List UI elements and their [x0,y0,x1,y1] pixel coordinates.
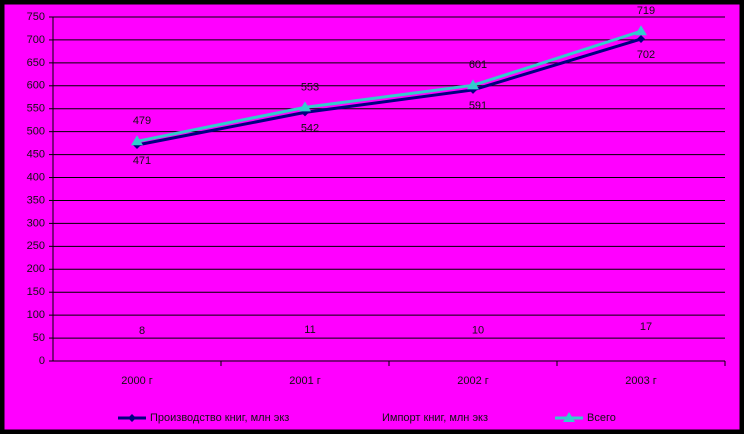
x-tick-label: 2003 г [625,375,657,387]
data-label: 601 [469,59,487,71]
data-label: 10 [472,324,484,336]
legend-label: Импорт книг, млн экз [382,412,488,424]
line-series [136,29,642,143]
point [467,79,479,90]
legend-marker [563,412,575,422]
line-series [136,351,642,359]
y-tick-label: 400 [27,171,45,183]
data-label: 471 [133,155,151,167]
data-label: 8 [139,325,145,337]
y-tick-label: 550 [27,103,45,115]
y-tick-label: 250 [27,240,45,252]
legend-label: Производство книг, млн экз [150,412,289,424]
x-tick-label: 2001 г [289,375,321,387]
data-label: 591 [469,100,487,112]
y-tick-label: 200 [27,263,45,275]
data-label: 479 [133,115,151,127]
y-tick-label: 450 [27,149,45,161]
x-tick-label: 2002 г [457,375,489,387]
point [131,135,143,146]
x-tick-label: 2000 г [121,375,153,387]
y-tick-label: 700 [27,34,45,46]
y-tick-label: 300 [27,217,45,229]
point [637,35,645,44]
data-label: 17 [640,321,652,333]
data-label: 11 [304,324,315,336]
y-tick-label: 150 [27,286,45,298]
y-tick-label: 650 [27,57,45,69]
data-label: 553 [301,81,319,93]
legend-marker [128,414,136,422]
point [635,25,647,36]
y-tick-label: 600 [27,80,45,92]
legend-label: Всего [587,412,616,424]
data-label: 702 [637,49,655,61]
y-tick-label: 50 [33,332,45,344]
point [299,101,311,112]
y-tick-label: 100 [27,309,45,321]
line-series [136,37,642,147]
y-tick-label: 0 [39,355,45,367]
y-tick-label: 350 [27,194,45,206]
y-tick-label: 750 [27,11,45,23]
y-tick-label: 500 [27,126,45,138]
data-label: 542 [301,122,319,134]
data-label: 719 [637,5,655,17]
